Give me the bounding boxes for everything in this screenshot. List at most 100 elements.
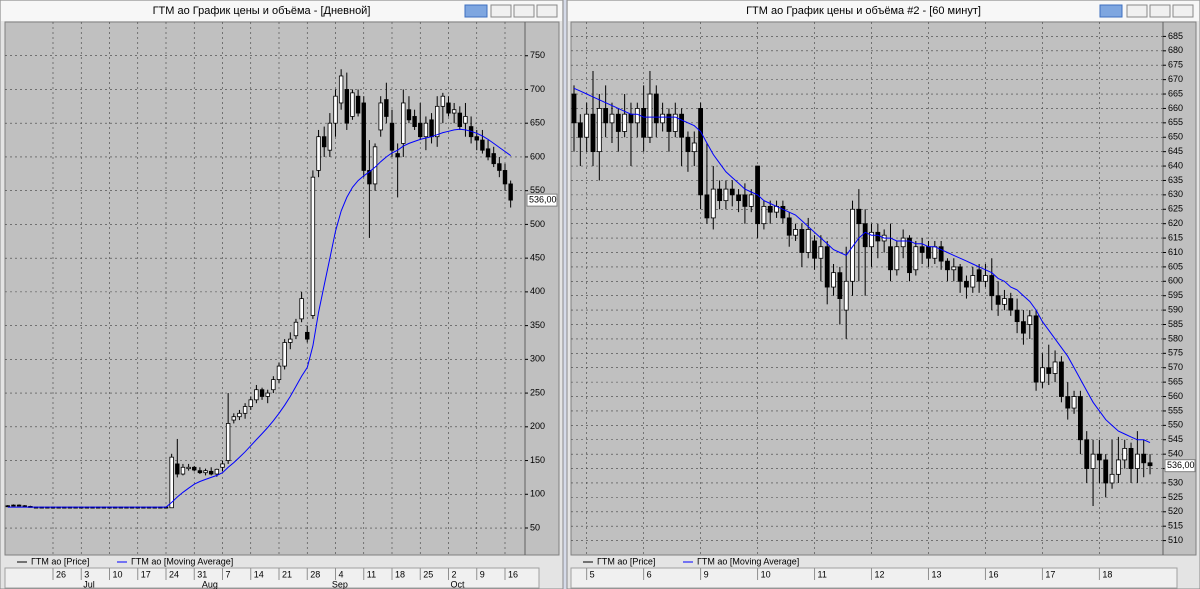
candle-body: [799, 229, 805, 253]
candle-body: [818, 246, 824, 259]
candle-body: [875, 231, 881, 242]
y-tick-label: 645: [1168, 146, 1183, 156]
candle-body: [1090, 453, 1096, 469]
link-button[interactable]: [1099, 4, 1123, 18]
x-tick-label: 24: [169, 569, 179, 579]
y-tick-label: 750: [530, 50, 545, 60]
candle-body: [729, 188, 735, 196]
candle-body: [615, 113, 621, 132]
title-bar: [568, 1, 1199, 21]
candle-body: [584, 113, 590, 138]
y-tick-label: 650: [530, 118, 545, 128]
candle-body: [508, 183, 513, 201]
maximize-button[interactable]: [1149, 4, 1171, 18]
month-label: Oct: [451, 579, 466, 589]
candle-body: [1014, 309, 1020, 323]
candle-body: [1128, 447, 1134, 469]
link-button[interactable]: [464, 4, 488, 18]
y-tick-label: 550: [530, 185, 545, 195]
x-tick-label: 2: [452, 569, 457, 579]
candle-body: [491, 153, 496, 165]
candle-body: [672, 113, 678, 132]
candle-body: [995, 295, 1001, 305]
candle-body: [395, 153, 400, 158]
candle-body: [5, 505, 10, 508]
x-tick-label: 11: [367, 569, 376, 579]
minimize-button[interactable]: [1126, 4, 1148, 18]
candle-body: [989, 275, 995, 297]
candle-body: [446, 102, 451, 114]
close-button[interactable]: [536, 4, 558, 18]
legend-label: ГТМ ао [Price]: [31, 556, 89, 566]
x-tick-label: 17: [1045, 569, 1055, 579]
y-tick-label: 640: [1168, 160, 1183, 170]
candle-body: [350, 92, 355, 117]
close-button[interactable]: [1172, 4, 1194, 18]
x-tick-label: 18: [1102, 569, 1112, 579]
y-tick-label: 700: [530, 84, 545, 94]
candle-body: [824, 246, 830, 288]
y-tick-label: 670: [1168, 74, 1183, 84]
x-tick-label: 18: [395, 569, 405, 579]
candle-body: [485, 148, 491, 158]
y-tick-label: 595: [1168, 290, 1183, 300]
candle-body: [660, 113, 666, 124]
candle-body: [1040, 367, 1045, 383]
last-price-box: [526, 193, 558, 207]
candle-body: [197, 470, 203, 474]
y-tick-label: 545: [1168, 434, 1183, 444]
y-tick-label: 300: [530, 354, 545, 364]
minimize-button[interactable]: [490, 4, 512, 18]
candle-body: [653, 93, 659, 124]
candle-body: [894, 246, 900, 271]
candle-body: [406, 109, 412, 121]
y-tick-label: 100: [530, 489, 545, 499]
candle-body: [926, 246, 931, 259]
candle-body: [786, 217, 792, 236]
candle-body: [242, 406, 248, 414]
x-axis-strip: [570, 567, 1178, 589]
y-tick-label: 555: [1168, 405, 1183, 415]
candle-body: [276, 365, 282, 380]
maximize-button[interactable]: [513, 4, 535, 18]
candle-body: [590, 113, 596, 153]
y-tick-label: 615: [1168, 232, 1183, 242]
y-tick-label: 600: [1168, 276, 1183, 286]
candle-body: [355, 95, 361, 114]
candle-body: [596, 108, 602, 153]
y-tick-label: 200: [530, 421, 545, 431]
candle-body: [704, 194, 710, 219]
candle-body: [856, 208, 862, 225]
x-tick-label: 9: [704, 569, 709, 579]
candle-body: [271, 379, 276, 391]
legend-label: ГТМ ао [Moving Average]: [131, 556, 233, 566]
candle-body: [812, 240, 817, 259]
x-tick-label: 5: [590, 569, 595, 579]
candle-body: [913, 246, 919, 271]
candle-body: [361, 102, 366, 171]
candle-body: [679, 113, 685, 138]
x-tick-label: 16: [988, 569, 998, 579]
month-label: Sep: [332, 579, 348, 589]
candle-body: [577, 122, 583, 138]
x-tick-label: 21: [282, 569, 292, 579]
candle-body: [316, 136, 321, 171]
y-tick-label: 150: [530, 455, 545, 465]
y-tick-label: 515: [1168, 521, 1183, 531]
candle-body: [1109, 473, 1115, 484]
candle-body: [367, 170, 372, 185]
candle-body: [254, 389, 259, 401]
candle-body: [666, 113, 672, 132]
candle-body: [480, 139, 485, 151]
candle-body: [767, 205, 773, 213]
candle-body: [805, 229, 811, 253]
candle-body: [831, 272, 836, 288]
candle-body: [378, 102, 383, 131]
x-tick-label: 9: [480, 569, 485, 579]
candle-body: [299, 298, 304, 320]
y-tick-label: 510: [1168, 535, 1183, 545]
candle-body: [1096, 453, 1102, 461]
candle-body: [1065, 396, 1071, 409]
legend-label: ГТМ ао [Moving Average]: [697, 556, 799, 566]
